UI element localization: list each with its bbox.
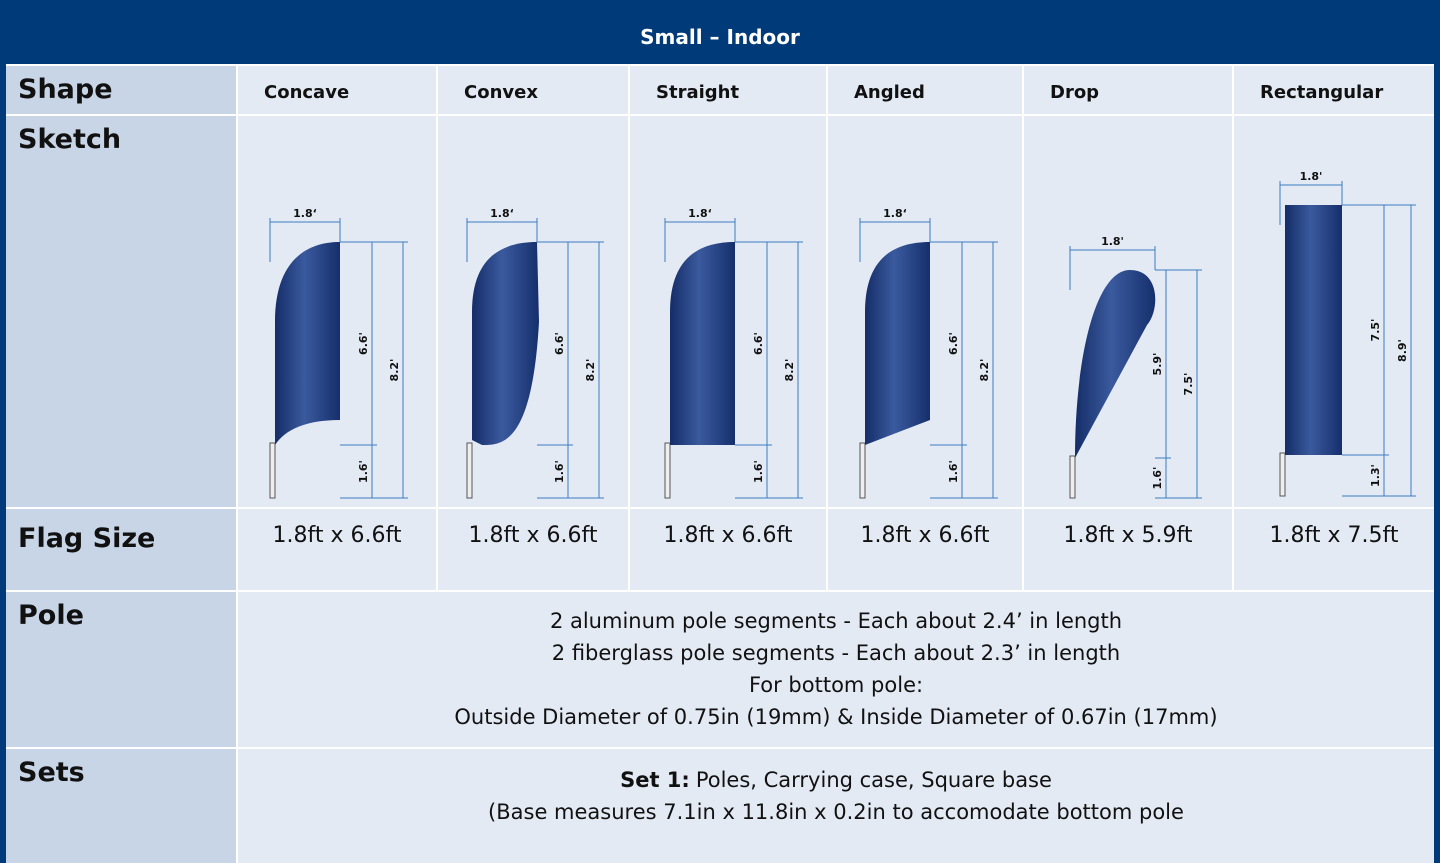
pole [1069,455,1076,499]
flag-size: 1.8ft x 7.5ft [1269,523,1399,548]
width-label: 1.8‘ [883,207,907,220]
width-label: 1.8' [1101,235,1124,248]
height-label: 7.5' [1182,373,1195,396]
flag [670,242,735,445]
cell [630,509,826,590]
pole-line: 2 fiberglass pole segments - Each about … [551,641,1121,665]
height-label: 6.6' [752,332,765,355]
height-label: 1.6' [1151,467,1164,490]
pole-line: For bottom pole: [748,673,924,697]
height-label: 8.2' [978,359,991,382]
sets-note: (Base measures 7.1in x 11.8in x 0.2in to… [488,800,1184,824]
set-name: Set 1: [620,768,690,792]
cell [828,509,1022,590]
flag [275,242,340,445]
shape-name: Convex [464,82,538,103]
width-label: 1.8‘ [688,207,712,220]
flag-size: 1.8ft x 6.6ft [860,523,990,548]
flag-size: 1.8ft x 5.9ft [1063,523,1193,548]
shape-name: Angled [854,82,925,103]
shape-name: Rectangular [1260,82,1384,103]
height-label: 8.2' [783,359,796,382]
row-label: Sets [6,749,236,863]
height-label: 6.6' [553,332,566,355]
shape-name: Concave [264,82,350,103]
pole [664,442,671,499]
flag [1285,205,1342,455]
width-label: 1.8‘ [293,207,317,220]
cell [438,509,628,590]
pole-line: 2 aluminum pole segments - Each about 2.… [549,609,1123,633]
height-label: 1.6' [947,460,960,483]
cell [1024,66,1232,114]
pole [859,442,866,499]
sets-line: Set 1: Poles, Carrying case, Square base [238,764,1434,796]
row-label: Pole [6,592,236,747]
row-label: Flag Size [6,509,236,590]
height-label: 5.9' [1151,353,1164,376]
shape-name: Drop [1050,82,1100,103]
set-items: Poles, Carrying case, Square base [695,768,1052,792]
shape-name: Straight [656,82,740,103]
cell [238,592,1434,747]
cell [1234,509,1434,590]
pole-line: Outside Diameter of 0.75in (19mm) & Insi… [454,705,1218,729]
cell [630,66,826,114]
width-label: 1.8' [1300,170,1323,183]
row-label: Shape [6,66,236,114]
flag-size: 1.8ft x 6.6ft [468,523,598,548]
pole [1279,452,1286,497]
table-title: Small – Indoor [640,25,800,49]
row-label: Sketch [6,116,236,507]
height-label: 6.6' [357,332,370,355]
height-label: 1.6' [553,460,566,483]
pole [466,442,473,499]
cell [1024,509,1232,590]
width-label: 1.8‘ [490,207,514,220]
height-label: 8.9' [1396,339,1409,362]
height-label: 8.2' [388,359,401,382]
pole [269,442,276,499]
height-label: 6.6' [947,332,960,355]
height-label: 8.2' [584,359,597,382]
height-label: 1.3' [1369,464,1382,487]
height-label: 1.6' [357,460,370,483]
height-label: 1.6' [752,460,765,483]
flag-size: 1.8ft x 6.6ft [663,523,793,548]
cell [1234,66,1434,114]
flag-size: 1.8ft x 6.6ft [272,523,402,548]
height-label: 7.5' [1369,319,1382,342]
flag [1075,270,1156,458]
flag [865,242,930,445]
flag [472,242,539,445]
cell [438,66,628,114]
cell [238,66,436,114]
cell [828,66,1022,114]
cell [238,749,1434,863]
cell [238,509,436,590]
